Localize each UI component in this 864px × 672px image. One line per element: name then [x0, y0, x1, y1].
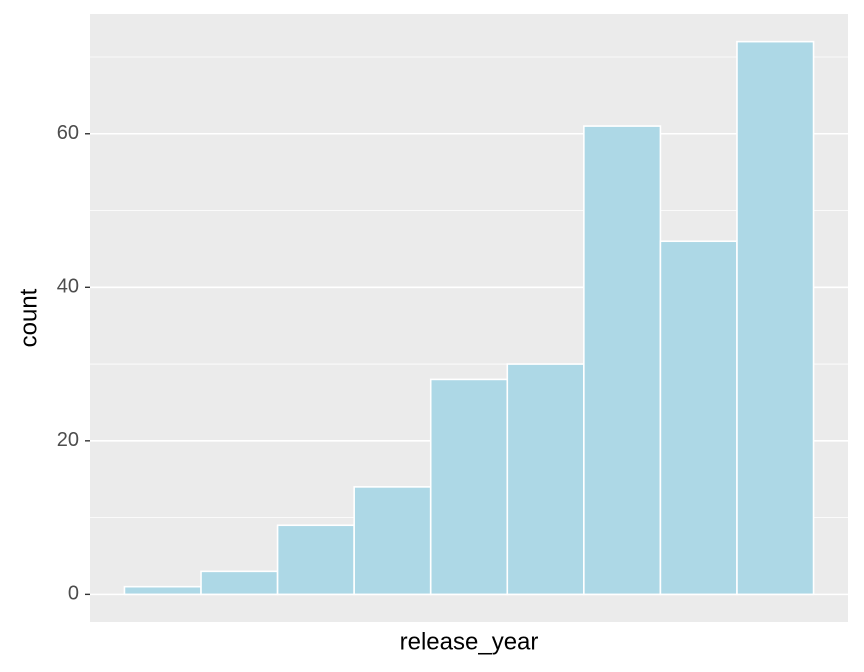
bar: [123, 585, 202, 596]
y-tick-label: 20: [57, 429, 79, 451]
bar: [583, 125, 662, 596]
y-tick-label: 60: [57, 122, 79, 144]
bar: [506, 363, 585, 596]
bar: [736, 40, 815, 596]
bar: [276, 524, 355, 596]
bar: [200, 570, 279, 596]
y-tick-label: 0: [68, 583, 79, 605]
bar: [353, 486, 432, 596]
y-axis-title: count: [15, 288, 42, 347]
x-axis-title: release_year: [400, 628, 539, 655]
bar: [429, 378, 509, 596]
bar: [659, 240, 738, 596]
y-tick-label: 40: [57, 276, 79, 298]
